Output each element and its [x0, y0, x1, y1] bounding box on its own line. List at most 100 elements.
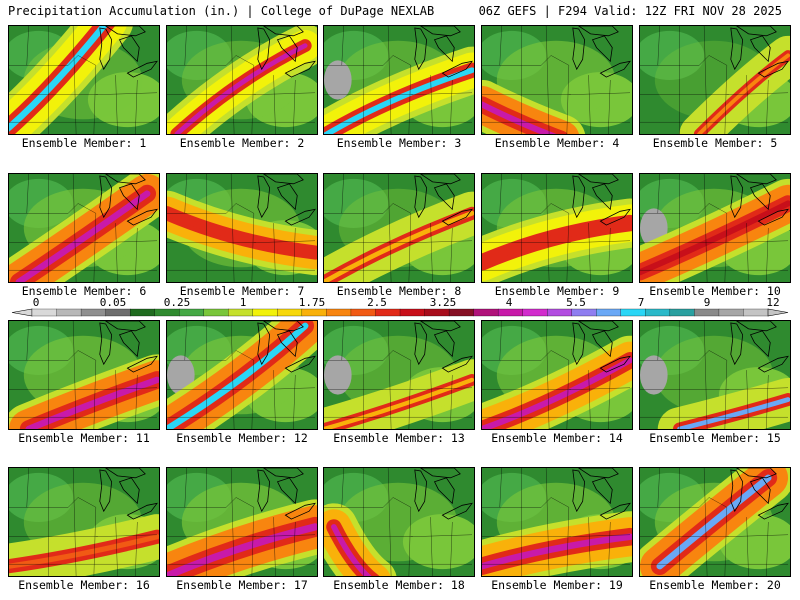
- state-border: [93, 213, 97, 282]
- colorbar-swatch: [596, 308, 622, 317]
- state-border: [251, 65, 255, 134]
- colorbar-swatch: [473, 308, 499, 317]
- colorbar-tick-label: 0.05: [100, 297, 127, 309]
- colorbar-swatch: [547, 308, 573, 317]
- ensemble-map-panel: [166, 467, 318, 577]
- state-border: [93, 507, 97, 576]
- colorbar-tick-label: 5.5: [566, 297, 586, 309]
- state-border: [135, 227, 138, 282]
- state-border: [135, 79, 138, 134]
- precip-field-trace: [640, 355, 668, 395]
- precip-band-core: [324, 210, 474, 282]
- lake-michigan-outline: [414, 175, 428, 219]
- state-border: [699, 350, 727, 361]
- state-border: [568, 92, 631, 95]
- state-border: [72, 26, 77, 134]
- colorbar-tick-label: 0: [33, 297, 40, 309]
- state-border: [703, 174, 708, 282]
- state-border: [766, 79, 769, 134]
- state-border: [657, 26, 660, 66]
- ensemble-member-label: Ensemble Member: 16: [18, 578, 150, 592]
- state-border: [115, 223, 118, 282]
- lake-michigan-outline: [572, 322, 586, 366]
- colorbar-tick-label: 1.75: [299, 297, 326, 309]
- state-border: [430, 75, 433, 134]
- state-border: [545, 174, 550, 282]
- state-border: [541, 497, 569, 508]
- ensemble-map-panel: [166, 173, 318, 283]
- state-border: [703, 321, 708, 429]
- precip-band-core: [656, 474, 772, 570]
- ensemble-map-panel: [8, 25, 160, 135]
- lake-erie-outline: [126, 208, 158, 226]
- ensemble-member-label: Ensemble Member: 20: [649, 578, 781, 592]
- state-border: [293, 227, 296, 282]
- precip-band-core: [482, 357, 632, 429]
- lake-superior-outline: [577, 26, 619, 37]
- lake-superior-outline: [262, 321, 304, 332]
- ensemble-map-panel: [323, 320, 475, 430]
- state-border: [230, 468, 235, 576]
- ensemble-map-panel: [8, 173, 160, 283]
- state-border: [499, 321, 502, 361]
- state-border: [450, 374, 453, 429]
- colorbar-swatch: [350, 308, 376, 317]
- lake-huron-outline: [749, 35, 771, 63]
- colorbar-swatch: [179, 308, 205, 317]
- ensemble-member-label: Ensemble Member: 14: [491, 431, 623, 445]
- colorbar-tick-label: 0.25: [164, 297, 191, 309]
- state-border: [72, 174, 77, 282]
- state-border: [226, 55, 254, 66]
- lake-superior-outline: [262, 468, 304, 479]
- state-border: [566, 213, 570, 282]
- state-border: [450, 79, 453, 134]
- colorbar-tick-label: 9: [704, 297, 711, 309]
- ensemble-member-label: Ensemble Member: 9: [494, 284, 620, 298]
- state-border: [95, 92, 158, 95]
- state-border: [293, 521, 296, 576]
- precip-field-low: [324, 178, 389, 228]
- state-border: [541, 55, 569, 66]
- state-border: [387, 468, 392, 576]
- state-border: [766, 521, 769, 576]
- precip-band-core: [640, 200, 790, 276]
- ensemble-map-panel: [639, 320, 791, 430]
- ensemble-map-panel: [323, 467, 475, 577]
- state-border: [430, 370, 433, 429]
- ensemble-map-panel: [8, 467, 160, 577]
- precip-field-low: [640, 30, 705, 80]
- ensemble-member-label: Ensemble Member: 2: [179, 136, 305, 150]
- lake-erie-outline: [757, 502, 789, 520]
- ensemble-member-label: Ensemble Member: 7: [179, 284, 305, 298]
- state-border: [588, 223, 591, 282]
- state-border: [726, 534, 789, 537]
- lake-huron-outline: [433, 183, 455, 211]
- state-border: [657, 174, 660, 214]
- state-border: [68, 55, 96, 66]
- state-border: [545, 321, 550, 429]
- colorbar-right-arrow: [767, 308, 789, 317]
- state-border: [726, 387, 789, 390]
- lake-erie-outline: [599, 502, 631, 520]
- state-border: [253, 240, 316, 243]
- state-border: [93, 360, 97, 429]
- lake-superior-outline: [104, 174, 146, 185]
- state-border: [430, 223, 433, 282]
- ensemble-member-label: Ensemble Member: 11: [18, 431, 150, 445]
- lake-superior-outline: [419, 26, 461, 37]
- lake-superior-outline: [262, 174, 304, 185]
- state-border: [68, 497, 96, 508]
- state-border: [26, 468, 29, 508]
- precip-band-core: [331, 524, 372, 576]
- state-border: [341, 468, 344, 508]
- ensemble-map-panel: [639, 25, 791, 135]
- state-border: [253, 92, 316, 95]
- state-border: [657, 321, 660, 361]
- state-border: [430, 517, 433, 576]
- state-border: [726, 240, 789, 243]
- precip-band-core: [697, 53, 790, 134]
- state-border: [657, 468, 660, 508]
- precip-band-core: [9, 26, 108, 132]
- lake-michigan-outline: [730, 175, 744, 219]
- lake-superior-outline: [419, 468, 461, 479]
